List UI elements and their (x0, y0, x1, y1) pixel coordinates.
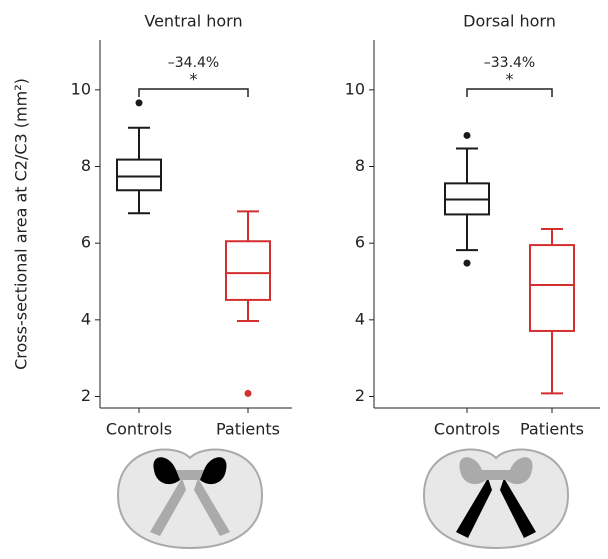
y-tick-label: 4 (81, 309, 91, 328)
significance-mark: * (190, 70, 198, 89)
y-tick-label: 4 (355, 309, 365, 328)
y-tick-label: 2 (81, 386, 91, 405)
y-tick-label: 8 (81, 156, 91, 175)
x-tick-label: Patients (216, 420, 280, 439)
outlier (136, 99, 143, 106)
y-tick-label: 2 (355, 386, 365, 405)
panel-title: Ventral horn (144, 12, 242, 31)
box (117, 160, 161, 191)
cord-outline (424, 450, 568, 548)
panel-title: Dorsal horn (463, 12, 556, 31)
cord-outline (118, 450, 262, 548)
y-tick-label: 6 (81, 233, 91, 252)
outlier (464, 260, 471, 267)
diagram-dorsal (424, 450, 568, 548)
gray-commissure (176, 470, 204, 480)
significance-mark: * (506, 70, 514, 89)
y-tick-label: 8 (355, 156, 365, 175)
y-axis-label: Cross-sectional area at C2/C3 (mm²) (12, 78, 31, 370)
significance-bracket (139, 89, 248, 97)
y-tick-label: 10 (345, 79, 365, 98)
y-tick-label: 6 (355, 233, 365, 252)
y-tick-label: 10 (71, 79, 91, 98)
x-tick-label: Controls (106, 420, 172, 439)
box (530, 245, 574, 331)
x-tick-label: Controls (434, 420, 500, 439)
figure: Ventral horn Cross-sectional area at C2/C… (0, 0, 608, 555)
x-tick-label: Patients (520, 420, 584, 439)
outlier (464, 132, 471, 139)
significance-bracket (467, 89, 552, 97)
diagram-ventral (118, 450, 262, 548)
outlier (245, 390, 252, 397)
gray-commissure (482, 470, 510, 480)
box (226, 241, 270, 300)
